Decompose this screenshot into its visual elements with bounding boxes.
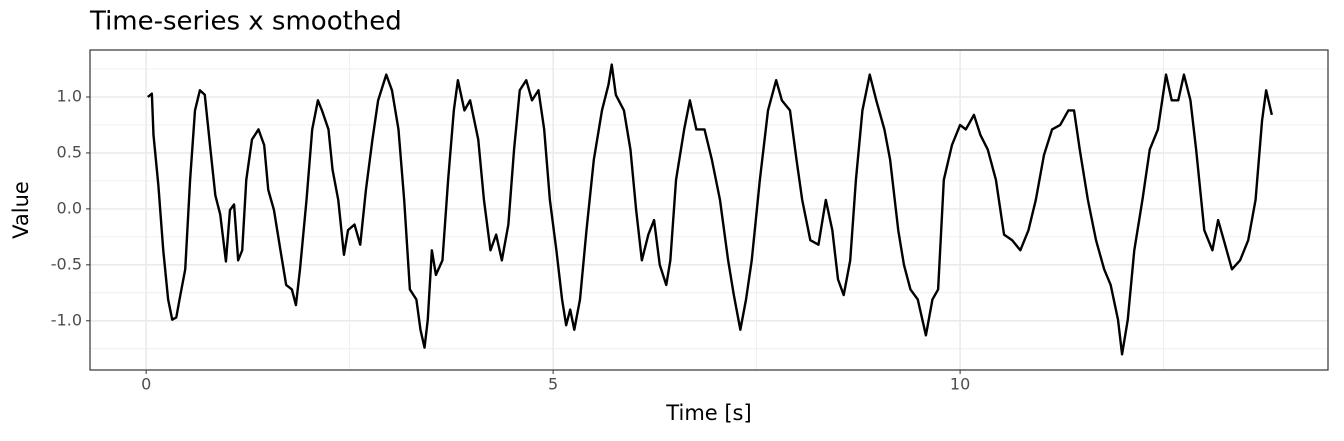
- x-tick-label: 0: [141, 375, 151, 394]
- y-tick-label: 1.0: [57, 86, 82, 105]
- x-tick-label: 5: [548, 375, 558, 394]
- x-tick-label: 10: [950, 375, 970, 394]
- y-tick-label: 0.0: [57, 198, 82, 217]
- y-tick-label: -1.0: [51, 310, 82, 329]
- y-axis-title: Value: [9, 181, 33, 239]
- x-axis-title: Time [s]: [665, 401, 751, 425]
- panel-border: [89, 49, 1329, 371]
- data-line: [147, 63, 1274, 356]
- y-tick-label: 0.5: [57, 142, 82, 161]
- y-tick-label: -0.5: [51, 254, 82, 273]
- chart-title: Time-series x smoothed: [89, 7, 402, 37]
